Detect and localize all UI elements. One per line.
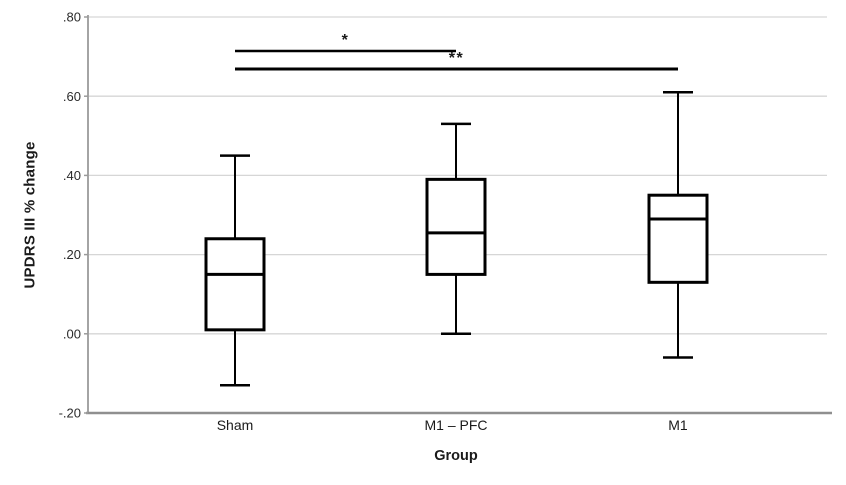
y-tick-label-0: .80 — [63, 10, 81, 25]
iqr-box — [204, 237, 266, 332]
y-tick-label-2: .40 — [63, 168, 81, 183]
y-axis-title: UPDRS III % change — [21, 141, 39, 289]
significance-label-double-asterisk: ** — [449, 50, 464, 67]
iqr-box — [425, 177, 487, 276]
iqr-box — [647, 193, 709, 284]
category-label-m1-pfc: M1 – PFC — [424, 417, 487, 433]
x-axis-title: Group — [434, 448, 478, 464]
significance-label-asterisk: * — [342, 32, 350, 49]
category-label-m1: M1 — [668, 417, 688, 433]
boxplot-m1-pfc — [425, 122, 487, 336]
y-tick-label-1: .60 — [63, 89, 81, 104]
category-label-sham: Sham — [217, 417, 254, 433]
boxplot-m1 — [647, 90, 709, 359]
y-tick-label-4: .00 — [63, 326, 81, 341]
y-tick-label-3: .20 — [63, 247, 81, 262]
boxplot-sham — [204, 154, 266, 387]
y-tick-label-5: -.20 — [59, 406, 81, 421]
